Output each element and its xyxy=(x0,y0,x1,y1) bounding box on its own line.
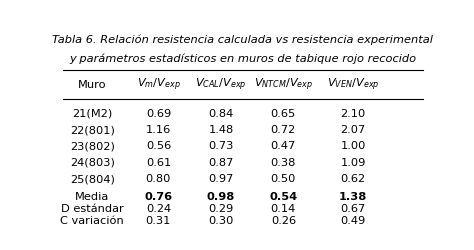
Text: 0.72: 0.72 xyxy=(271,125,296,135)
Text: 0.30: 0.30 xyxy=(208,216,234,226)
Text: 0.62: 0.62 xyxy=(340,174,366,184)
Text: 0.80: 0.80 xyxy=(146,174,171,184)
Text: 1.00: 1.00 xyxy=(340,142,366,152)
Text: 22(801): 22(801) xyxy=(70,125,115,135)
Text: 23(802): 23(802) xyxy=(70,142,115,152)
Text: 0.50: 0.50 xyxy=(271,174,296,184)
Text: D estándar: D estándar xyxy=(61,204,124,214)
Text: $V_{VEN}/V_{exp}$: $V_{VEN}/V_{exp}$ xyxy=(327,77,379,93)
Text: 21(M2): 21(M2) xyxy=(72,109,112,119)
Text: 0.26: 0.26 xyxy=(271,216,296,226)
Text: 0.29: 0.29 xyxy=(208,204,234,214)
Text: 0.98: 0.98 xyxy=(207,192,235,202)
Text: 2.07: 2.07 xyxy=(340,125,366,135)
Text: 1.38: 1.38 xyxy=(339,192,367,202)
Text: 0.87: 0.87 xyxy=(208,158,234,168)
Text: 0.67: 0.67 xyxy=(340,204,366,214)
Text: Tabla 6. Relación resistencia calculada vs resistencia experimental: Tabla 6. Relación resistencia calculada … xyxy=(53,35,433,45)
Text: C variación: C variación xyxy=(61,216,124,226)
Text: 0.54: 0.54 xyxy=(269,192,297,202)
Text: 0.14: 0.14 xyxy=(271,204,296,214)
Text: 0.73: 0.73 xyxy=(208,142,234,152)
Text: 0.61: 0.61 xyxy=(146,158,171,168)
Text: 25(804): 25(804) xyxy=(70,174,115,184)
Text: 0.49: 0.49 xyxy=(340,216,366,226)
Text: Muro: Muro xyxy=(78,80,107,90)
Text: 0.84: 0.84 xyxy=(208,109,234,119)
Text: Media: Media xyxy=(75,192,109,202)
Text: $V_m/V_{exp}$: $V_m/V_{exp}$ xyxy=(137,77,180,93)
Text: 0.69: 0.69 xyxy=(146,109,171,119)
Text: 2.10: 2.10 xyxy=(340,109,366,119)
Text: 1.16: 1.16 xyxy=(146,125,171,135)
Text: y parámetros estadísticos en muros de tabique rojo recocido: y parámetros estadísticos en muros de ta… xyxy=(69,53,417,64)
Text: 0.97: 0.97 xyxy=(208,174,234,184)
Text: 0.24: 0.24 xyxy=(146,204,171,214)
Text: 1.48: 1.48 xyxy=(208,125,234,135)
Text: 1.09: 1.09 xyxy=(340,158,366,168)
Text: $V_{NTCM}/V_{exp}$: $V_{NTCM}/V_{exp}$ xyxy=(254,77,313,93)
Text: 24(803): 24(803) xyxy=(70,158,115,168)
Text: 0.38: 0.38 xyxy=(271,158,296,168)
Text: 0.76: 0.76 xyxy=(145,192,173,202)
Text: 0.31: 0.31 xyxy=(146,216,171,226)
Text: 0.56: 0.56 xyxy=(146,142,171,152)
Text: 0.65: 0.65 xyxy=(271,109,296,119)
Text: 0.47: 0.47 xyxy=(271,142,296,152)
Text: $V_{CAL}/V_{exp}$: $V_{CAL}/V_{exp}$ xyxy=(195,77,246,93)
